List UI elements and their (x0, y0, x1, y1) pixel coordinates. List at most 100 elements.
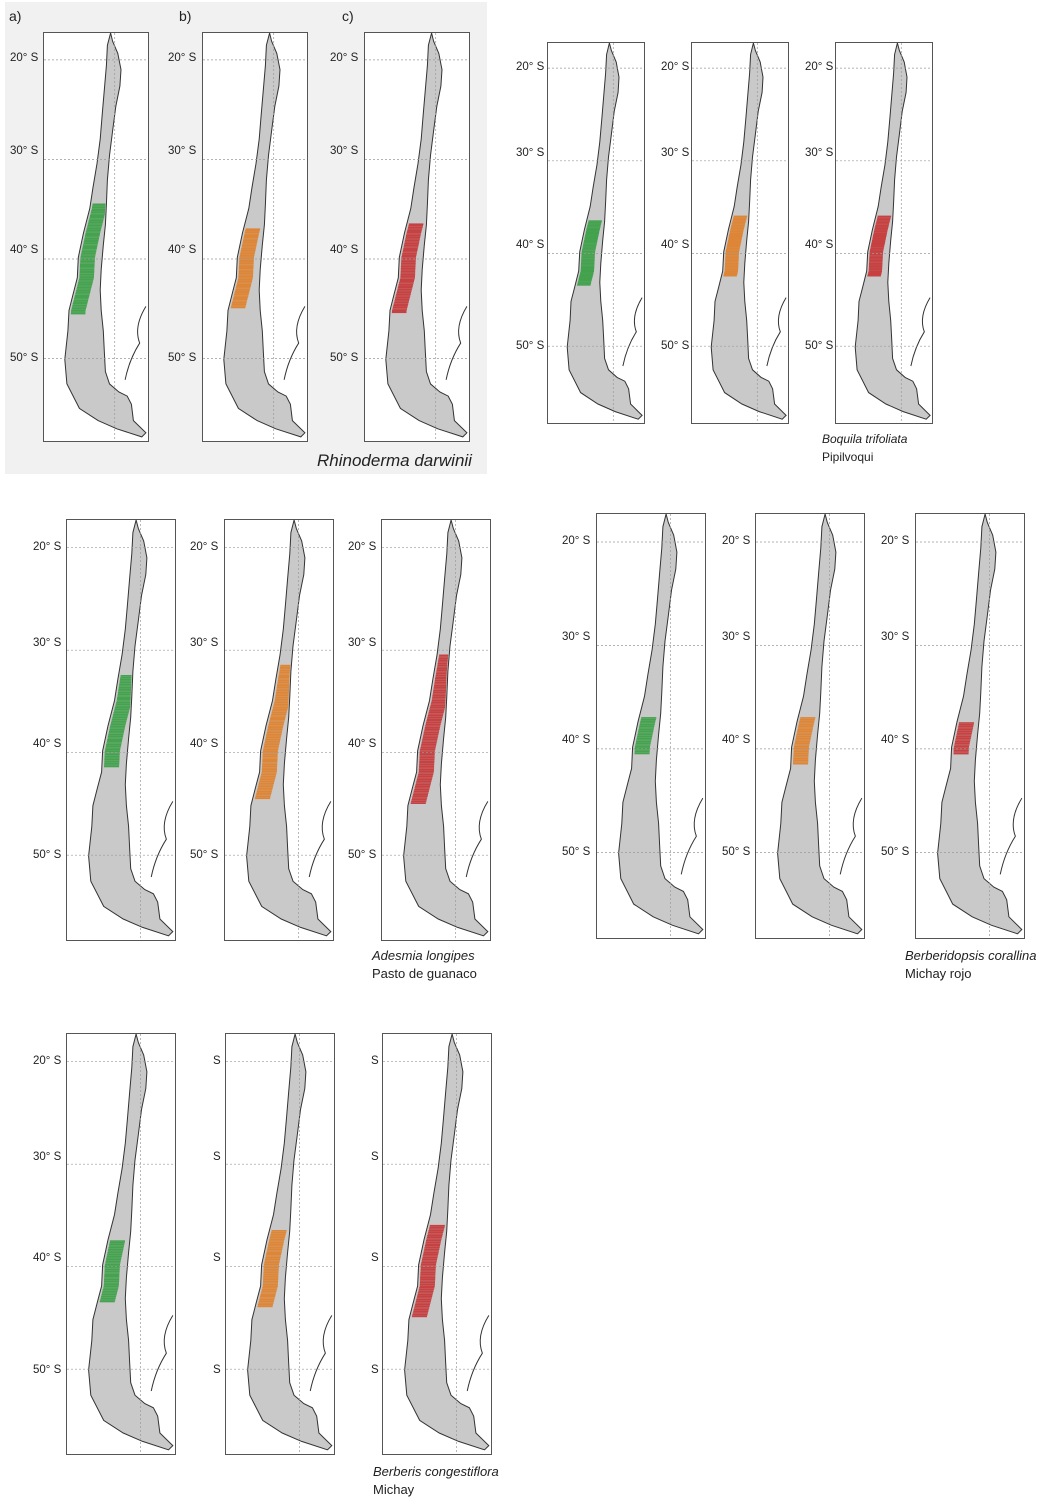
lat-label: 50° S (805, 340, 834, 352)
map-panel (596, 513, 706, 939)
lat-label: 40° S (348, 738, 377, 750)
lat-label: S (213, 1151, 221, 1163)
distribution-range (230, 228, 261, 309)
lat-label: 40° S (516, 239, 545, 251)
map-panel (66, 519, 176, 941)
lat-label: 50° S (168, 352, 197, 364)
argentina-coast-line (283, 306, 306, 380)
distribution-range (99, 1240, 125, 1303)
argentina-coast-line (839, 797, 863, 875)
lat-label: S (371, 1151, 379, 1163)
chile-landmass (223, 32, 306, 438)
lat-label: 50° S (881, 846, 910, 858)
lat-label: 50° S (722, 846, 751, 858)
lat-label: 30° S (33, 637, 62, 649)
chile-landmass (566, 42, 643, 420)
lat-label: 30° S (722, 631, 751, 643)
chile-landmass (385, 32, 468, 438)
argentina-coast-line (766, 297, 787, 367)
species-common-name: Michay rojo (905, 966, 972, 981)
panel-letter-c: c) (342, 8, 354, 24)
lat-label: S (371, 1252, 379, 1264)
lat-label: 40° S (722, 734, 751, 746)
lat-label: 50° S (190, 849, 219, 861)
lat-label: 20° S (516, 61, 545, 73)
map-panel (755, 513, 865, 939)
lat-label: 30° S (330, 145, 359, 157)
lat-label: 30° S (168, 145, 197, 157)
map-panel (224, 519, 334, 941)
chile-landmass (854, 42, 931, 420)
lat-label: 50° S (348, 849, 377, 861)
lat-label: 40° S (33, 738, 62, 750)
species-common-name: Pipilvoqui (822, 450, 874, 464)
panel-letter-b: b) (179, 8, 192, 24)
chile-landmass (88, 1033, 174, 1451)
lat-label: 20° S (33, 1055, 62, 1067)
lat-label: 40° S (10, 244, 39, 256)
map-panel (691, 42, 789, 424)
argentina-coast-line (445, 306, 468, 380)
map-panel (202, 32, 308, 442)
lat-label: 40° S (562, 734, 591, 746)
lat-label: S (371, 1364, 379, 1376)
lat-label: 50° S (10, 352, 39, 364)
argentina-coast-line (124, 306, 147, 380)
species-scientific-name: Boquila trifoliata (822, 432, 908, 446)
argentina-coast-line (999, 797, 1023, 875)
argentina-coast-line (150, 801, 174, 878)
map-svg (226, 1033, 334, 1454)
species-scientific-name: Adesmia longipes (372, 948, 475, 963)
distribution-range (257, 1230, 287, 1308)
species-caption: Adesmia longipes Pasto de guanaco (372, 947, 477, 983)
lat-label: 20° S (722, 535, 751, 547)
map-panel (66, 1033, 176, 1455)
distribution-range (255, 664, 291, 800)
lat-label: 50° S (33, 1364, 62, 1376)
lat-label: 20° S (562, 535, 591, 547)
species-scientific-name: Berberis congestiflora (373, 1464, 499, 1479)
map-svg (548, 42, 644, 423)
chile-landmass (404, 1033, 490, 1451)
map-svg (203, 32, 307, 441)
lat-label: S (213, 1252, 221, 1264)
distribution-range (411, 1224, 445, 1318)
lat-label: 40° S (881, 734, 910, 746)
map-svg (692, 42, 788, 423)
map-panel (364, 32, 470, 442)
lat-label: 30° S (190, 637, 219, 649)
lat-label: 30° S (562, 631, 591, 643)
lat-label: 20° S (881, 535, 910, 547)
map-panel (382, 1033, 492, 1455)
map-svg (916, 513, 1024, 938)
lat-label: 40° S (661, 239, 690, 251)
map-svg (67, 1033, 175, 1454)
argentina-coast-line (466, 1315, 490, 1392)
lat-label: 20° S (348, 541, 377, 553)
map-svg (383, 1033, 491, 1454)
species-scientific-name: Berberidopsis corallina (905, 948, 1037, 963)
lat-label: 30° S (805, 147, 834, 159)
lat-label: 20° S (805, 61, 834, 73)
map-svg (756, 513, 864, 938)
lat-label: 20° S (330, 52, 359, 64)
lat-label: S (213, 1364, 221, 1376)
chile-landmass (937, 513, 1023, 935)
argentina-coast-line (680, 797, 704, 875)
lat-label: 40° S (330, 244, 359, 256)
distribution-range (953, 722, 974, 755)
lat-label: 20° S (190, 541, 219, 553)
argentina-coast-line (465, 801, 489, 878)
species-scientific-name: Rhinoderma darwinii (317, 451, 472, 470)
lat-label: 30° S (661, 147, 690, 159)
chile-landmass (777, 513, 863, 935)
lat-label: S (213, 1055, 221, 1067)
chile-landmass (710, 42, 787, 420)
panel-letter-a: a) (9, 8, 22, 24)
map-svg (836, 42, 932, 423)
map-svg (225, 519, 333, 940)
lat-label: 20° S (33, 541, 62, 553)
lat-label: 30° S (881, 631, 910, 643)
distribution-range (70, 203, 106, 315)
distribution-range (577, 220, 602, 286)
